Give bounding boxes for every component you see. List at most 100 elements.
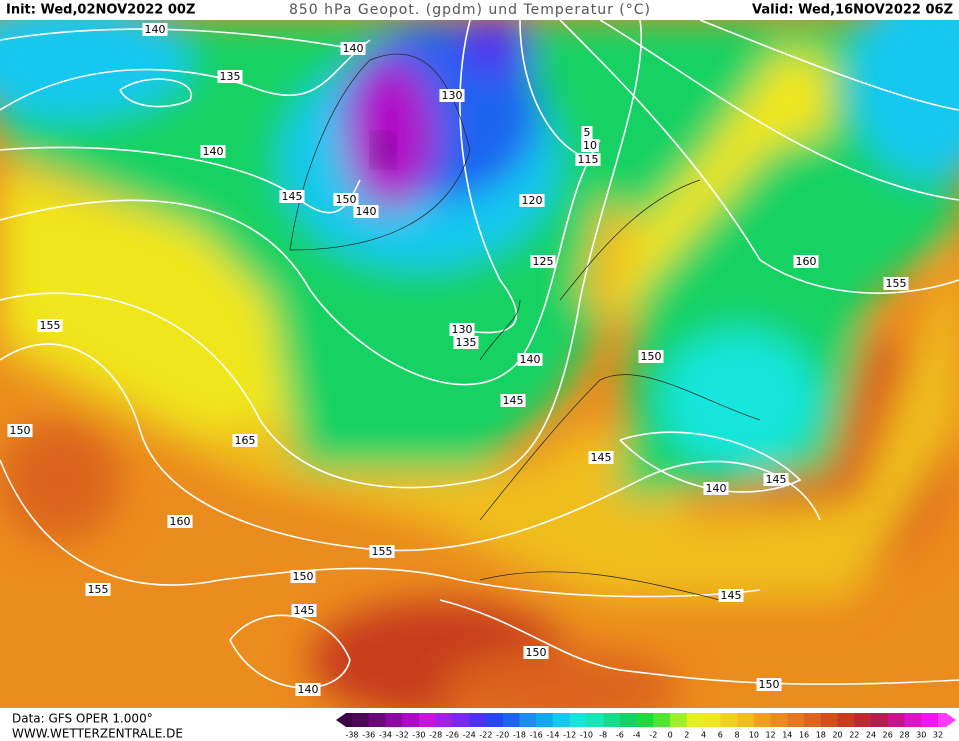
contour-label: 160 [170,515,191,528]
legend-swatch [452,713,470,727]
legend-swatch [586,713,604,727]
legend-swatch [804,713,822,727]
contour-label: 150 [10,424,31,437]
contour-label-bg [453,336,479,349]
legend-tick-label: 32 [933,731,943,740]
contour-label: 160 [796,255,817,268]
legend-tick-label: -28 [429,731,442,740]
legend-swatch [619,713,638,727]
legend-swatch [402,713,420,727]
legend-swatch [720,713,738,727]
contour-label-bg [793,255,819,268]
legend-swatch [352,713,370,727]
legend-tick-label: -34 [379,731,392,740]
legend-tick-label: 22 [849,731,859,740]
contour-label: 5 [584,126,591,139]
legend-tick-label: -6 [616,731,624,740]
map-title: 850 hPa Geopot. (gpdm) und Temperatur (°… [289,2,651,18]
contour-label-bg [7,424,33,437]
contour-label-bg [530,255,556,268]
legend-swatch [854,713,872,727]
legend-swatch [737,713,755,727]
website: WWW.WETTERZENTRALE.DE [12,727,183,741]
contour-label: 145 [294,604,315,617]
contour-label: 135 [220,70,241,83]
legend-tick-label: -10 [580,731,593,740]
contour-label: 145 [721,589,742,602]
contour-label-bg [575,153,601,166]
contour-label-bg [167,515,193,528]
contour-label: 165 [235,434,256,447]
legend-tick-label: 12 [765,731,775,740]
legend-swatch [837,713,855,727]
legend-swatch [653,713,671,727]
legend-tick-label: 10 [749,731,759,740]
legend-high-arrow [946,713,956,727]
legend-tick-label: 18 [816,731,826,740]
legend-swatch [686,713,705,727]
legend-swatch [636,713,654,727]
contour-label: 155 [88,583,109,596]
contour-label: 150 [336,193,357,206]
legend-swatch [385,713,403,727]
contour-label: 145 [282,190,303,203]
contour-label: 140 [145,23,166,36]
legend-tick-label: 28 [899,731,909,740]
contour-label-bg [291,604,317,617]
legend-swatch [519,713,537,727]
contour-label-bg [142,23,168,36]
contour-label-bg [517,353,543,366]
contour-label-bg [290,570,316,583]
legend-tick-label: -32 [396,731,409,740]
contour-label: 130 [452,323,473,336]
legend-tick-label: 8 [735,731,740,740]
legend-swatch [502,713,520,727]
contour-label-bg [200,145,226,158]
legend-tick-label: -24 [463,731,476,740]
legend-swatch [346,713,352,727]
contour-label: 155 [886,277,907,290]
contour-label-bg [500,394,526,407]
contour-label: 145 [503,394,524,407]
legend-swatch [536,713,554,727]
coastlines [289,53,761,601]
legend-swatch [871,713,889,727]
contour-label: 155 [372,545,393,558]
valid-time: Valid: Wed,16NOV2022 06Z [752,3,953,18]
contour-label: 10 [583,139,597,152]
legend-tick-label: 26 [883,731,893,740]
contour-label-bg [295,683,321,696]
contour-label: 145 [766,473,787,486]
contour-label-bg [340,42,366,55]
contour-label-bg [703,482,729,495]
legend-low-arrow [336,713,346,727]
contour-label: 140 [298,683,319,696]
legend-swatch [418,713,437,727]
legend-tick-label: 30 [916,731,926,740]
data-source: Data: GFS OPER 1.000° [12,712,153,726]
legend-swatch [921,713,939,727]
legend-tick-label: -36 [362,731,375,740]
contour-label-bg [519,194,545,207]
legend-swatch [820,713,839,727]
legend-tick-label: -38 [345,731,358,740]
legend-swatch [435,713,453,727]
legend-tick-label: -26 [446,731,459,740]
contour-label-bg [638,350,664,363]
contour-label: 150 [759,678,780,691]
contour-label-bg [581,126,593,139]
legend-swatch [552,713,571,727]
legend-tick-label: 0 [668,731,673,740]
init-time: Init: Wed,02NOV2022 00Z [6,3,195,18]
contour-label-bg [763,473,789,486]
legend-tick-label: 24 [866,731,876,740]
legend-tick-label: -4 [633,731,641,740]
contour-label-bg [718,589,744,602]
contour-label: 155 [40,319,61,332]
contour-label: 115 [578,153,599,166]
legend-tick-label: -8 [599,731,607,740]
contour-label: 150 [526,646,547,659]
legend-swatch [670,713,688,727]
